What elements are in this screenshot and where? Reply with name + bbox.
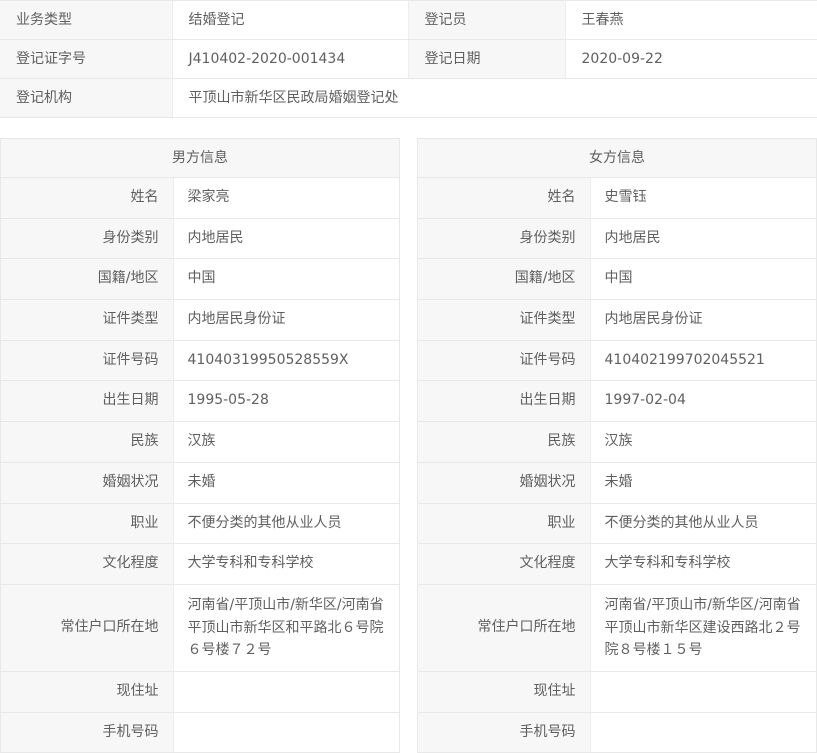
male-value-current-address [173, 671, 399, 713]
female-value-nationality: 中国 [590, 258, 816, 301]
male-info-table: 姓名 梁家亮 身份类别 内地居民 国籍/地区 中国 证件类型 内地居民身份证 证… [1, 178, 399, 753]
female-value-id-type: 内地居民身份证 [590, 299, 816, 341]
table-row: 身份类别 内地居民 [418, 218, 816, 260]
male-label-nationality: 国籍/地区 [1, 258, 174, 301]
table-row: 国籍/地区 中国 [1, 258, 399, 301]
female-value-household-address: 河南省/平顶山市/新华区/河南省平顶山市新华区建设西路北２号院８号楼１５号 [590, 584, 816, 672]
male-label-occupation: 职业 [1, 503, 174, 545]
male-label-birth-date: 出生日期 [1, 380, 174, 423]
table-row: 常住户口所在地 河南省/平顶山市/新华区/河南省平顶山市新华区和平路北６号院６号… [1, 584, 399, 672]
female-value-education: 大学专科和专科学校 [590, 543, 816, 585]
table-row: 婚姻状况 未婚 [418, 462, 816, 504]
male-value-occupation: 不便分类的其他从业人员 [173, 503, 399, 545]
male-value-identity-type: 内地居民 [173, 218, 399, 260]
field-label-business-type: 业务类型 [0, 0, 173, 40]
female-value-identity-type: 内地居民 [590, 218, 816, 260]
male-value-education: 大学专科和专科学校 [173, 543, 399, 585]
female-label-current-address: 现住址 [418, 671, 591, 713]
female-value-marital-status: 未婚 [590, 462, 816, 504]
male-value-mobile-number [173, 712, 399, 753]
male-panel-title: 男方信息 [1, 139, 399, 178]
field-value-business-type: 结婚登记 [172, 0, 409, 40]
male-label-current-address: 现住址 [1, 671, 174, 713]
table-row: 民族 汉族 [1, 421, 399, 463]
male-label-education: 文化程度 [1, 543, 174, 585]
field-label-registration-office: 登记机构 [0, 78, 173, 118]
male-label-ethnicity: 民族 [1, 421, 174, 463]
female-label-mobile-number: 手机号码 [418, 712, 591, 753]
field-label-registrar: 登记员 [408, 0, 566, 40]
male-value-marital-status: 未婚 [173, 462, 399, 504]
male-value-birth-date: 1995-05-28 [173, 380, 399, 423]
table-row: 出生日期 1997-02-04 [418, 380, 816, 423]
male-value-name: 梁家亮 [173, 178, 399, 219]
female-label-identity-type: 身份类别 [418, 218, 591, 260]
female-info-panel: 女方信息 姓名 史雪钰 身份类别 内地居民 国籍/地区 中国 证件类型 内地居民… [417, 138, 817, 753]
table-row: 姓名 史雪钰 [418, 178, 816, 219]
male-label-id-number: 证件号码 [1, 340, 174, 382]
field-value-registration-office: 平顶山市新华区民政局婚姻登记处 [172, 78, 817, 118]
female-label-education: 文化程度 [418, 543, 591, 585]
table-row: 文化程度 大学专科和专科学校 [418, 543, 816, 585]
table-row: 证件类型 内地居民身份证 [1, 299, 399, 341]
male-label-household-address: 常住户口所在地 [1, 584, 174, 672]
table-row: 证件类型 内地居民身份证 [418, 299, 816, 341]
table-row: 常住户口所在地 河南省/平顶山市/新华区/河南省平顶山市新华区建设西路北２号院８… [418, 584, 816, 672]
table-row: 国籍/地区 中国 [418, 258, 816, 301]
female-value-name: 史雪钰 [590, 178, 816, 219]
table-row: 婚姻状况 未婚 [1, 462, 399, 504]
female-value-id-number: 410402199702045521 [590, 340, 816, 382]
table-row: 手机号码 [1, 712, 399, 753]
table-row: 证件号码 410402199702045521 [418, 340, 816, 382]
male-value-household-address: 河南省/平顶山市/新华区/河南省平顶山市新华区和平路北６号院６号楼７２号 [173, 584, 399, 672]
table-row: 证件号码 41040319950528559X [1, 340, 399, 382]
table-row: 姓名 梁家亮 [1, 178, 399, 219]
table-row: 职业 不便分类的其他从业人员 [418, 503, 816, 545]
female-value-mobile-number [590, 712, 816, 753]
registration-summary-table: 业务类型 结婚登记 登记员 王春燕 登记证字号 J410402-2020-001… [0, 0, 817, 118]
table-row: 民族 汉族 [418, 421, 816, 463]
female-value-ethnicity: 汉族 [590, 421, 816, 463]
female-value-occupation: 不便分类的其他从业人员 [590, 503, 816, 545]
female-info-table: 姓名 史雪钰 身份类别 内地居民 国籍/地区 中国 证件类型 内地居民身份证 证… [418, 178, 816, 753]
male-value-ethnicity: 汉族 [173, 421, 399, 463]
male-info-panel: 男方信息 姓名 梁家亮 身份类别 内地居民 国籍/地区 中国 证件类型 内地居民… [0, 138, 400, 753]
male-value-id-number: 41040319950528559X [173, 340, 399, 382]
party-panels: 男方信息 姓名 梁家亮 身份类别 内地居民 国籍/地区 中国 证件类型 内地居民… [0, 138, 817, 753]
female-label-id-number: 证件号码 [418, 340, 591, 382]
table-row: 出生日期 1995-05-28 [1, 380, 399, 423]
female-label-ethnicity: 民族 [418, 421, 591, 463]
male-value-nationality: 中国 [173, 258, 399, 301]
male-label-id-type: 证件类型 [1, 299, 174, 341]
table-row: 职业 不便分类的其他从业人员 [1, 503, 399, 545]
table-row: 登记证字号 J410402-2020-001434 登记日期 2020-09-2… [0, 39, 817, 79]
table-row: 身份类别 内地居民 [1, 218, 399, 260]
female-label-occupation: 职业 [418, 503, 591, 545]
male-label-marital-status: 婚姻状况 [1, 462, 174, 504]
female-label-nationality: 国籍/地区 [418, 258, 591, 301]
female-value-birth-date: 1997-02-04 [590, 380, 816, 423]
table-row: 登记机构 平顶山市新华区民政局婚姻登记处 [0, 78, 817, 118]
table-row: 手机号码 [418, 712, 816, 753]
female-panel-title: 女方信息 [418, 139, 816, 178]
male-value-id-type: 内地居民身份证 [173, 299, 399, 341]
female-label-household-address: 常住户口所在地 [418, 584, 591, 672]
field-value-registrar: 王春燕 [565, 0, 817, 40]
table-row: 业务类型 结婚登记 登记员 王春燕 [0, 0, 817, 40]
field-label-registration-date: 登记日期 [408, 39, 566, 79]
field-label-certificate-no: 登记证字号 [0, 39, 173, 79]
table-row: 文化程度 大学专科和专科学校 [1, 543, 399, 585]
male-label-name: 姓名 [1, 178, 174, 219]
field-value-registration-date: 2020-09-22 [565, 39, 817, 79]
female-label-id-type: 证件类型 [418, 299, 591, 341]
female-label-name: 姓名 [418, 178, 591, 219]
female-value-current-address [590, 671, 816, 713]
table-row: 现住址 [1, 671, 399, 713]
female-label-marital-status: 婚姻状况 [418, 462, 591, 504]
field-value-certificate-no: J410402-2020-001434 [172, 39, 409, 79]
female-label-birth-date: 出生日期 [418, 380, 591, 423]
table-row: 现住址 [418, 671, 816, 713]
male-label-mobile-number: 手机号码 [1, 712, 174, 753]
male-label-identity-type: 身份类别 [1, 218, 174, 260]
